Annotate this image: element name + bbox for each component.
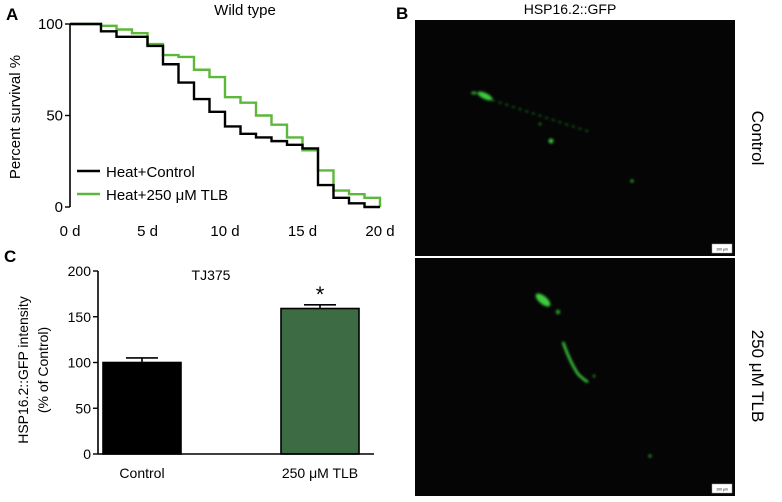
survival-legend: Heat+Control Heat+250 μM TLB bbox=[77, 164, 228, 204]
bar-y-tick-label: 0 bbox=[83, 446, 91, 462]
label-control-row: Control bbox=[748, 111, 767, 166]
bar-y-tick-label: 200 bbox=[68, 263, 92, 279]
significance-marker: * bbox=[316, 282, 325, 307]
survival-x-tick-label: 20 d bbox=[365, 223, 394, 240]
survival-line-tlb bbox=[70, 22, 382, 207]
bars: * bbox=[102, 282, 360, 455]
panel-c-letter: C bbox=[4, 247, 16, 266]
survival-x-tick-label: 15 d bbox=[288, 223, 317, 240]
gfp-signal-tlb bbox=[535, 293, 652, 458]
bar-y-tick-label: 100 bbox=[68, 355, 92, 371]
survival-x-tick-label: 5 d bbox=[137, 223, 158, 240]
scale-bar-tlb-label: 100 μm bbox=[716, 488, 728, 492]
scale-bar-tlb: 100 μm bbox=[711, 483, 733, 494]
panel-a-title: Wild type bbox=[214, 2, 276, 19]
micrograph-tlb bbox=[415, 258, 735, 496]
bar-x-label-tlb: 250 μM TLB bbox=[282, 465, 358, 481]
survival-x-tick-label: 0 d bbox=[60, 223, 81, 240]
scale-bar-control-label: 100 μm bbox=[716, 248, 728, 252]
survival-y-tick-label: 0 bbox=[55, 199, 63, 216]
panel-a: A Wild type Percent survival % 0 50 100 0 … bbox=[6, 2, 395, 240]
bar-control bbox=[102, 361, 182, 455]
survival-y-tick-label: 50 bbox=[46, 108, 63, 125]
scale-bar-control: 100 μm bbox=[711, 243, 733, 254]
bar-y-tick-label: 50 bbox=[75, 400, 91, 416]
survival-x-tick-label: 10 d bbox=[210, 223, 239, 240]
legend-control-label: Heat+Control bbox=[106, 164, 195, 181]
survival-y-tick-label: 100 bbox=[38, 16, 63, 33]
bar-x-label-control: Control bbox=[119, 465, 164, 481]
gfp-signal-control bbox=[471, 91, 634, 183]
bar-x-labels: Control 250 μM TLB bbox=[119, 465, 358, 481]
panel-c-title: TJ375 bbox=[192, 267, 231, 283]
bar-tlb bbox=[280, 307, 360, 455]
label-tlb-row: 250 μM TLB bbox=[748, 330, 767, 423]
bar-y-tick-label: 150 bbox=[68, 309, 92, 325]
panel-c: C TJ375 HSP16.2::GFP intensity (% of Con… bbox=[4, 247, 374, 481]
bar-y-ticks: 0 50 100 150 200 bbox=[68, 263, 98, 462]
survival-y-ticks: 0 50 100 bbox=[38, 16, 70, 216]
survival-curves bbox=[70, 22, 382, 209]
panel-b-letter: B bbox=[396, 4, 408, 23]
micrograph-control bbox=[415, 20, 735, 256]
bar-y-label: HSP16.2::GFP intensity bbox=[15, 296, 31, 444]
legend-tlb-label: Heat+250 μM TLB bbox=[106, 187, 228, 204]
survival-line-control bbox=[70, 22, 380, 209]
bar-y-label-unit: (% of Control) bbox=[35, 327, 51, 413]
panel-b: B HSP16.2::GFP 100 μm 100 μm Contro bbox=[396, 1, 767, 496]
survival-x-ticks: 0 d 5 d 10 d 15 d 20 d bbox=[60, 223, 395, 240]
panel-b-title: HSP16.2::GFP bbox=[524, 1, 617, 17]
survival-y-label: Percent survival % bbox=[7, 55, 24, 179]
panel-a-letter: A bbox=[6, 5, 18, 24]
